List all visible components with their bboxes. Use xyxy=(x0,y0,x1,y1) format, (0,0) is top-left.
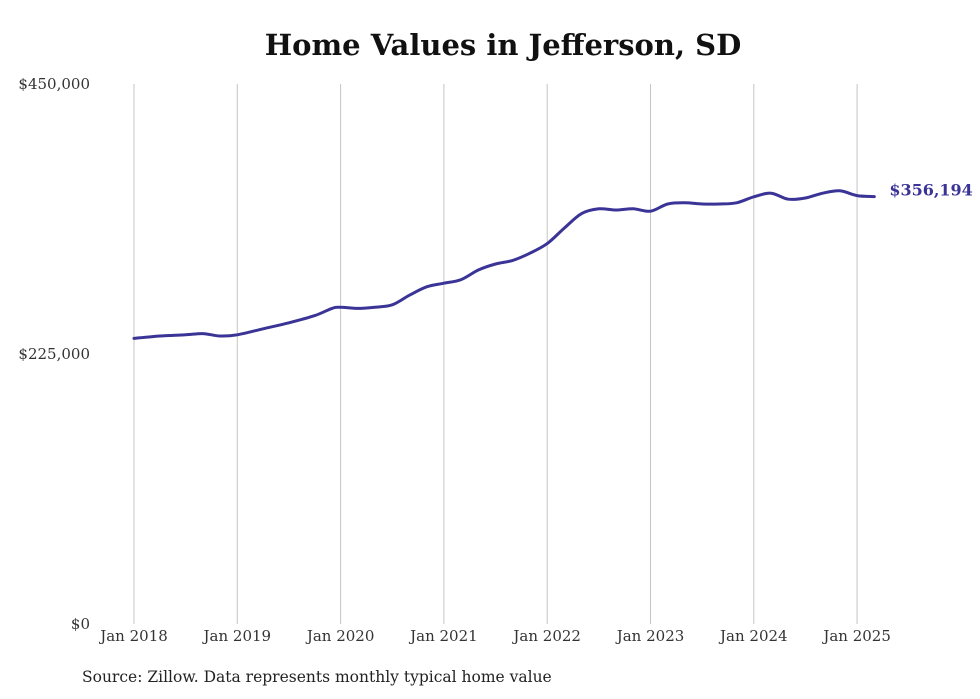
chart-title: Home Values in Jefferson, SD xyxy=(264,28,742,62)
x-tick-label: Jan 2019 xyxy=(202,627,272,645)
y-tick-label: $450,000 xyxy=(18,75,90,93)
x-tick-label: Jan 2023 xyxy=(615,627,685,645)
series-layer xyxy=(132,189,876,340)
y-tick-label: $0 xyxy=(71,615,90,633)
gridlines xyxy=(133,84,858,624)
series-line xyxy=(132,189,876,340)
x-tick-label: Jan 2021 xyxy=(408,627,478,645)
x-tick-label: Jan 2018 xyxy=(98,627,168,645)
source-note: Source: Zillow. Data represents monthly … xyxy=(82,668,552,686)
y-tick-label: $225,000 xyxy=(18,345,90,363)
x-tick-label: Jan 2020 xyxy=(305,627,375,645)
end-value-label: $356,194 xyxy=(889,181,973,200)
y-axis-tick-labels: $0 $225,000 $450,000 xyxy=(18,75,90,633)
x-tick-label: Jan 2022 xyxy=(511,627,581,645)
x-tick-label: Jan 2025 xyxy=(821,627,891,645)
x-axis-tick-labels: Jan 2018 Jan 2019 Jan 2020 Jan 2021 Jan 2022… xyxy=(98,627,891,645)
x-tick-label: Jan 2024 xyxy=(718,627,788,645)
